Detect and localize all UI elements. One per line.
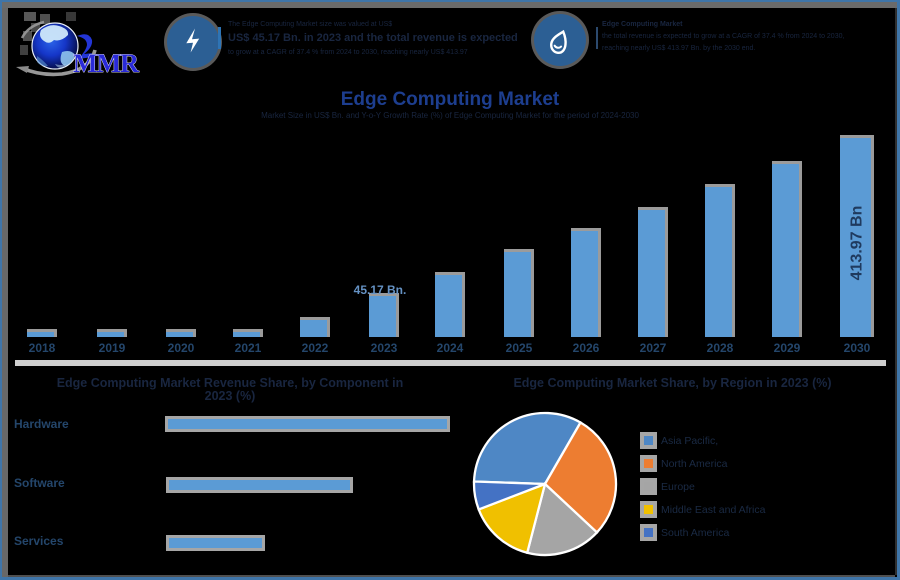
svg-text:MMR: MMR — [73, 49, 139, 78]
